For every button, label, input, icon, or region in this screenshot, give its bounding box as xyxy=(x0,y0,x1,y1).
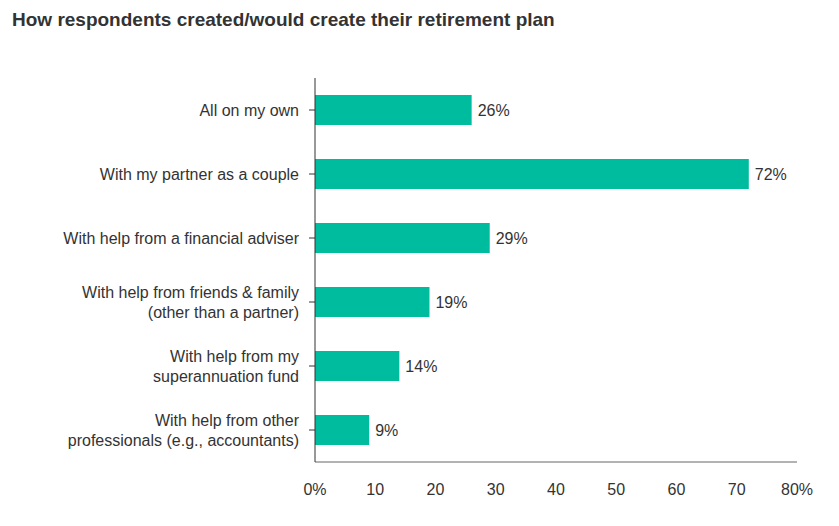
svg-text:professionals (e.g., accountan: professionals (e.g., accountants) xyxy=(68,432,299,449)
svg-text:All on my own: All on my own xyxy=(199,102,299,119)
html-text:How respondents created/would: How respondents created/would create the… xyxy=(12,9,555,30)
svg-text:10: 10 xyxy=(366,481,384,498)
svg-text:With help from friends & famil: With help from friends & family xyxy=(82,284,299,301)
svg-text:30: 30 xyxy=(487,481,505,498)
svg-text:With help from my: With help from my xyxy=(170,348,299,365)
svg-text:superannuation fund: superannuation fund xyxy=(153,368,299,385)
svg-text:40: 40 xyxy=(547,481,565,498)
svg-text:60: 60 xyxy=(668,481,686,498)
svg-text:72%: 72% xyxy=(755,166,787,183)
svg-text:50: 50 xyxy=(607,481,625,498)
svg-text:26%: 26% xyxy=(478,102,510,119)
svg-text:With help from other: With help from other xyxy=(155,412,300,429)
svg-text:(other than a partner): (other than a partner) xyxy=(148,304,299,321)
svg-text:80%: 80% xyxy=(781,481,813,498)
svg-text:14%: 14% xyxy=(405,358,437,375)
svg-text:70: 70 xyxy=(728,481,746,498)
svg-text:With my partner as a couple: With my partner as a couple xyxy=(100,166,299,183)
svg-text:19%: 19% xyxy=(435,294,467,311)
svg-text:9%: 9% xyxy=(375,422,398,439)
svg-text:0%: 0% xyxy=(303,481,326,498)
svg-text:20: 20 xyxy=(427,481,445,498)
svg-text:29%: 29% xyxy=(496,230,528,247)
svg-text:With help from a financial adv: With help from a financial adviser xyxy=(63,230,299,247)
